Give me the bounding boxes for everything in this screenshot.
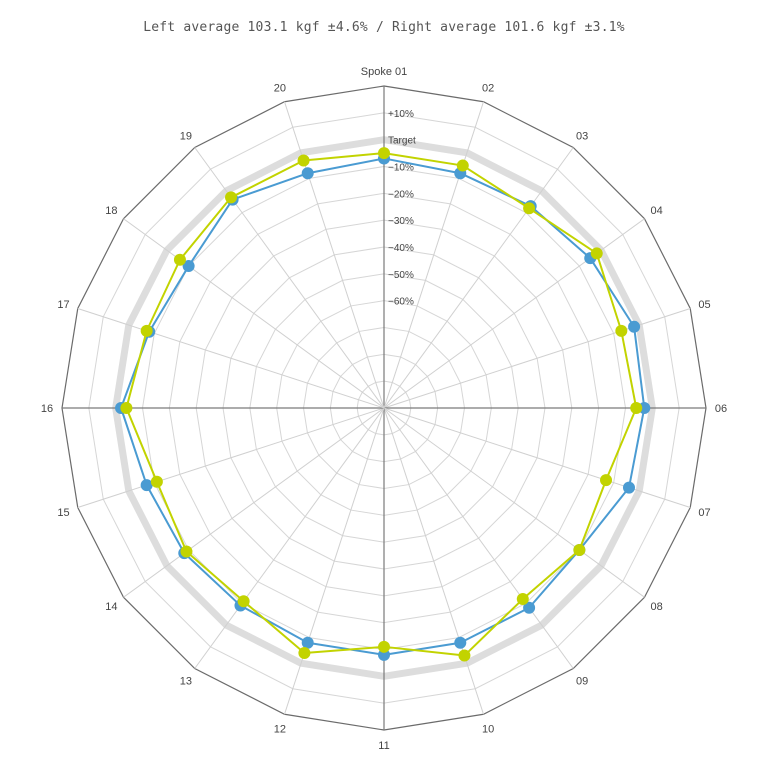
data-point [622, 481, 635, 494]
spoke-label: 04 [651, 205, 663, 217]
spoke-label: 03 [576, 130, 588, 142]
spoke-label: 15 [57, 507, 69, 519]
spoke-label: 02 [482, 82, 494, 94]
data-point [140, 324, 153, 337]
spoke-label: 05 [698, 299, 710, 311]
spoke-line [77, 308, 385, 409]
spoke-line [77, 407, 385, 508]
spoke-label: 17 [57, 299, 69, 311]
data-point [454, 636, 467, 649]
data-point [173, 253, 186, 266]
spoke-label: 14 [105, 601, 117, 613]
spoke-line [284, 101, 385, 409]
data-point [456, 159, 469, 172]
spoke-label: 20 [274, 82, 286, 94]
spoke-line [383, 407, 691, 508]
spoke-label: 08 [651, 601, 663, 613]
ring-label: −40% [388, 243, 414, 254]
spoke-label: 16 [41, 403, 53, 415]
ring-label: −50% [388, 270, 414, 281]
spoke-label: 18 [105, 205, 117, 217]
spoke-line [383, 218, 645, 409]
data-point [628, 320, 641, 333]
spoke-label: 12 [274, 724, 286, 736]
data-point [180, 545, 193, 558]
chart-title: Left average 103.1 kgf ±4.6% / Right ave… [143, 20, 625, 35]
ring-label: +10% [388, 109, 414, 120]
data-point [378, 147, 390, 160]
data-point [516, 593, 529, 606]
spoke-line [383, 147, 574, 409]
data-point [573, 543, 586, 556]
data-point [630, 402, 643, 414]
spoke-line [123, 407, 385, 598]
spoke-line [383, 407, 645, 598]
data-point [120, 402, 133, 414]
spoke-label: 09 [576, 676, 588, 688]
data-point [298, 646, 311, 659]
spoke-line [383, 407, 574, 669]
spoke-label: 19 [180, 130, 192, 142]
data-point [301, 167, 314, 180]
spoke-line [194, 147, 385, 409]
spoke-line [383, 101, 484, 409]
ring-label: Target [388, 136, 416, 147]
data-point [458, 649, 471, 662]
spoke-label: 13 [180, 676, 192, 688]
spoke-line [284, 407, 385, 715]
data-point [140, 479, 153, 492]
spoke-label: Spoke 01 [361, 66, 407, 78]
data-point [615, 324, 628, 337]
data-point [237, 595, 250, 608]
spoke-label: 07 [698, 507, 710, 519]
data-point [225, 191, 238, 204]
data-point [590, 247, 603, 260]
data-point [297, 154, 310, 167]
ring-label: −20% [388, 189, 414, 200]
ring-label: −10% [388, 163, 414, 174]
data-point [523, 601, 536, 614]
spoke-label: 10 [482, 724, 494, 736]
spoke-label: 06 [715, 403, 727, 415]
ring-label: −30% [388, 216, 414, 227]
data-point [182, 260, 195, 273]
data-point [150, 475, 163, 488]
data-point [301, 636, 314, 649]
spoke-label: 11 [378, 740, 389, 752]
spoke-line [383, 407, 484, 715]
spoke-line [194, 407, 385, 669]
data-point [378, 640, 390, 653]
data-point [600, 474, 613, 487]
spoke-line [123, 218, 385, 409]
ring-label: −60% [388, 297, 414, 308]
data-point [523, 202, 536, 215]
